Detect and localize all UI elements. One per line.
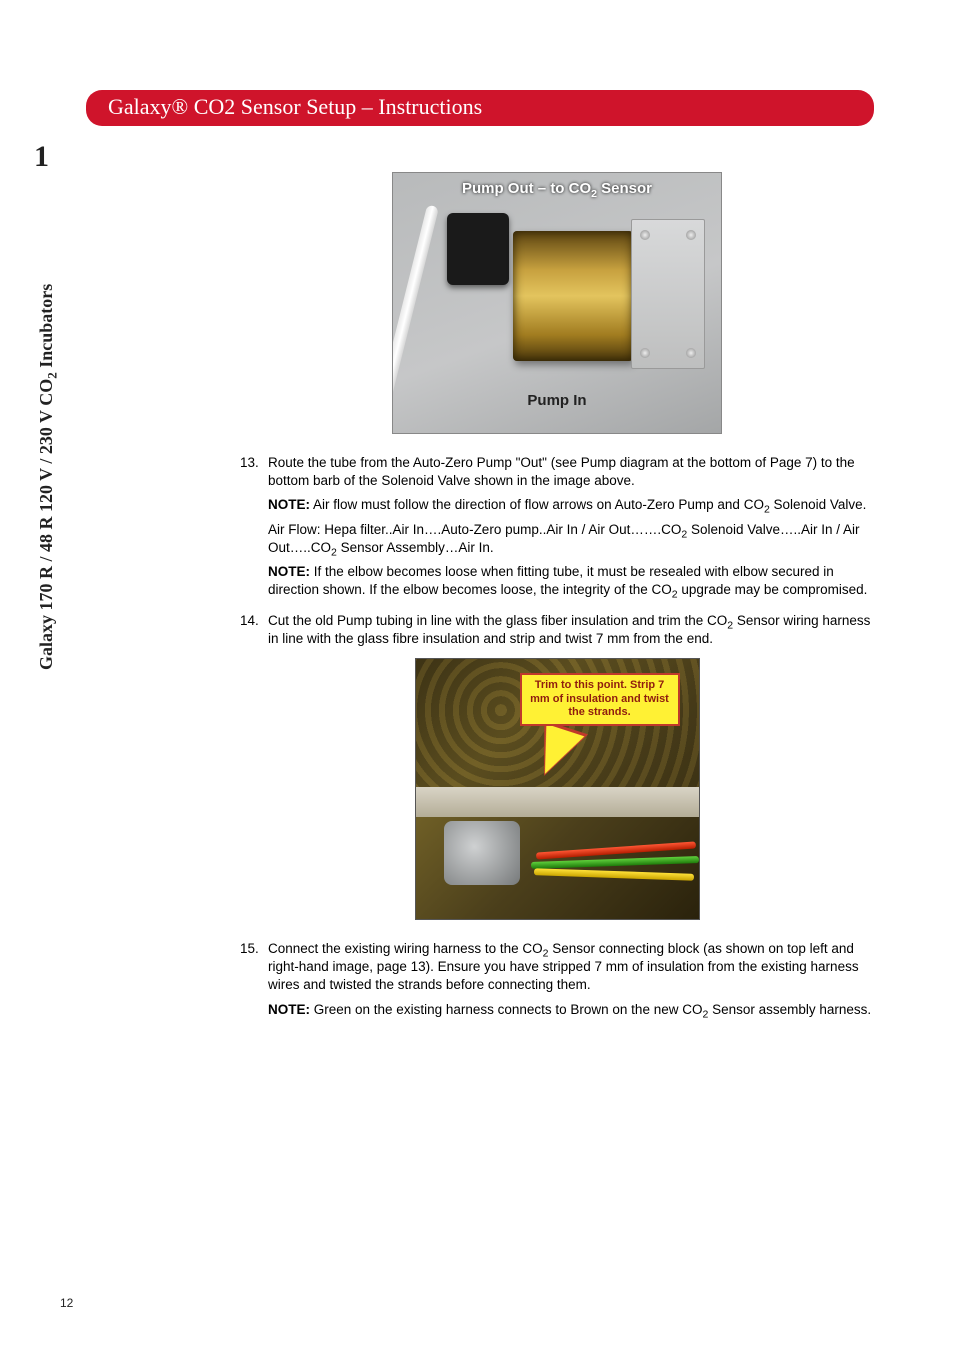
step-13-body: Route the tube from the Auto-Zero Pump "… bbox=[268, 454, 874, 606]
rivet bbox=[686, 230, 696, 240]
step-13: 13. Route the tube from the Auto-Zero Pu… bbox=[240, 454, 874, 606]
airflow-pre: Air Flow: Hepa filter..Air In….Auto-Zero… bbox=[268, 522, 681, 537]
s15-note-pre: Green on the existing harness connects t… bbox=[310, 1002, 702, 1017]
step-13-note2: NOTE: If the elbow becomes loose when fi… bbox=[268, 563, 874, 599]
section-number: 1 bbox=[34, 140, 49, 174]
side-label-post: Incubators bbox=[36, 284, 56, 373]
pump-tube bbox=[392, 205, 439, 402]
note2-post: upgrade may be compromised. bbox=[678, 582, 868, 597]
s14-pre: Cut the old Pump tubing in line with the… bbox=[268, 613, 727, 628]
figure1-label-top: Pump Out – to CO2 Sensor bbox=[462, 179, 652, 199]
step-13-text: Route the tube from the Auto-Zero Pump "… bbox=[268, 455, 855, 488]
rivet bbox=[640, 230, 650, 240]
callout-box: Trim to this point. Strip 7 mm of insula… bbox=[520, 673, 680, 726]
mount-plate bbox=[631, 219, 705, 369]
title-bar: Galaxy® CO2 Sensor Setup – Instructions bbox=[86, 90, 874, 126]
s15-pre: Connect the existing wiring harness to t… bbox=[268, 941, 543, 956]
solenoid-valve bbox=[513, 231, 633, 361]
note1-pre: Air flow must follow the direction of fl… bbox=[310, 497, 764, 512]
s15-note-post: Sensor assembly harness. bbox=[708, 1002, 871, 1017]
step-13-note1: NOTE: Air flow must follow the direction… bbox=[268, 496, 874, 514]
rivet bbox=[686, 348, 696, 358]
step-14-number: 14. bbox=[240, 612, 264, 648]
step-15-body: Connect the existing wiring harness to t… bbox=[268, 940, 874, 1025]
figure-wiring: Trim to this point. Strip 7 mm of insula… bbox=[415, 658, 700, 920]
solenoid-coil bbox=[447, 213, 509, 285]
side-label: Galaxy 170 R / 48 R 120 V / 230 V CO2 In… bbox=[36, 284, 61, 670]
note1-post: Solenoid Valve. bbox=[770, 497, 867, 512]
figure-pump: Pump Out – to CO2 Sensor Pump In bbox=[392, 172, 722, 434]
content-body: Pump Out – to CO2 Sensor Pump In 13. Rou… bbox=[240, 172, 874, 1025]
step-13-airflow: Air Flow: Hepa filter..Air In….Auto-Zero… bbox=[268, 521, 874, 557]
title-text: Galaxy® CO2 Sensor Setup – Instructions bbox=[108, 94, 482, 119]
step-15: 15. Connect the existing wiring harness … bbox=[240, 940, 874, 1025]
airflow-post: Sensor Assembly…Air In. bbox=[337, 540, 494, 555]
page: Galaxy® CO2 Sensor Setup – Instructions … bbox=[0, 0, 954, 1350]
step-14: 14. Cut the old Pump tubing in line with… bbox=[240, 612, 874, 648]
fig1-top-post: Sensor bbox=[597, 180, 652, 197]
note-label: NOTE: bbox=[268, 564, 310, 579]
step-15-note: NOTE: Green on the existing harness conn… bbox=[268, 1001, 874, 1019]
step-14-body: Cut the old Pump tubing in line with the… bbox=[268, 612, 874, 648]
cable-gland bbox=[444, 821, 520, 885]
wire-yellow bbox=[533, 868, 693, 881]
note-label: NOTE: bbox=[268, 1002, 310, 1017]
page-number: 12 bbox=[60, 1296, 73, 1310]
step-13-number: 13. bbox=[240, 454, 264, 606]
figure1-label-bottom: Pump In bbox=[527, 391, 586, 411]
note-label: NOTE: bbox=[268, 497, 310, 512]
fig1-top-pre: Pump Out – to CO bbox=[462, 180, 591, 197]
side-label-sub: 2 bbox=[45, 372, 60, 379]
step-15-number: 15. bbox=[240, 940, 264, 1025]
rivet bbox=[640, 348, 650, 358]
duct bbox=[416, 787, 700, 817]
side-label-pre: Galaxy 170 R / 48 R 120 V / 230 V CO bbox=[36, 379, 56, 670]
